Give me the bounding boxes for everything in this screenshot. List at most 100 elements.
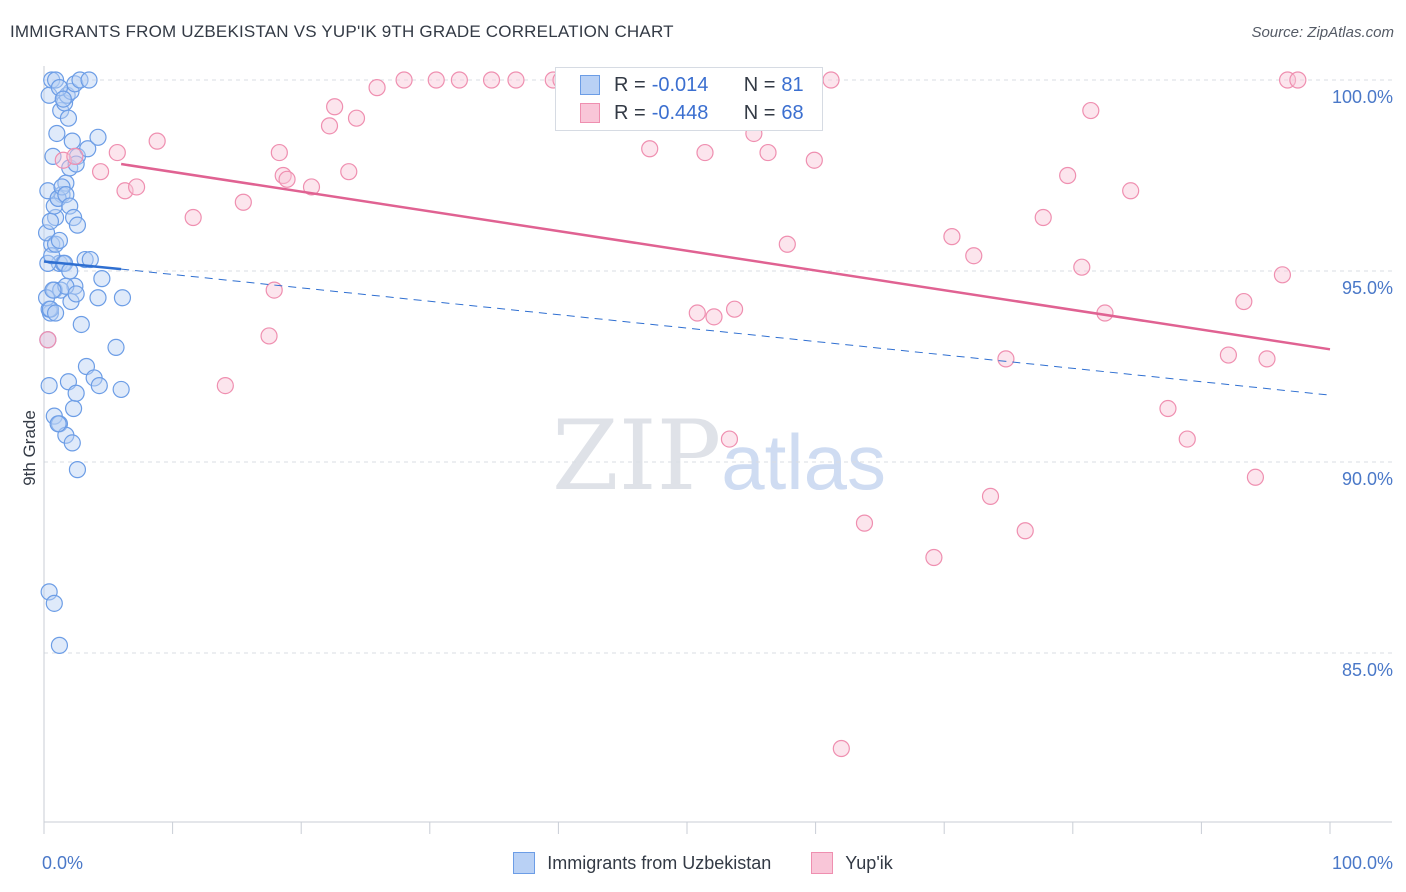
y-tick-label: 95.0% xyxy=(1342,278,1393,298)
uzbekistan-point xyxy=(107,338,125,356)
series-uzbekistan-points xyxy=(37,71,132,654)
r-value: -0.448 xyxy=(651,101,709,124)
yupik-point xyxy=(832,739,850,758)
axes xyxy=(43,66,1392,834)
yupik-point xyxy=(1159,399,1177,418)
r-value: -0.014 xyxy=(651,73,709,96)
yupik-point xyxy=(108,143,126,162)
uzbekistan-point xyxy=(89,289,107,307)
uzbekistan-point xyxy=(80,71,98,89)
yupik-point xyxy=(347,109,366,127)
yupik-point xyxy=(705,308,723,326)
r-label: R = xyxy=(614,73,646,96)
uzbekistan-point xyxy=(79,140,97,158)
uzbekistan-point xyxy=(93,270,111,288)
yupik-point xyxy=(981,487,1000,505)
uzbekistan-point xyxy=(59,109,78,127)
yupik-point xyxy=(270,143,288,162)
uzbekistan-point xyxy=(41,212,60,230)
y-tick-label: 90.0% xyxy=(1342,469,1393,489)
legend-swatch-blue xyxy=(513,852,536,874)
legend-swatch-pink xyxy=(811,852,834,874)
legend-item-yupik[interactable]: Yup'ik xyxy=(811,852,893,874)
uzbekistan-point xyxy=(63,434,81,452)
yupik-point xyxy=(943,228,961,246)
uzbekistan-point xyxy=(68,461,87,479)
yupik-point xyxy=(450,71,468,89)
yupik-point xyxy=(482,71,501,89)
yupik-point xyxy=(1289,71,1307,89)
yupik-point xyxy=(688,304,706,322)
yupik-trend-line xyxy=(120,162,1331,351)
yupik-point xyxy=(1082,101,1100,120)
y-tick-label: 85.0% xyxy=(1342,660,1393,680)
uzbekistan-point xyxy=(48,124,66,143)
uzbekistan-point xyxy=(64,399,83,418)
uzbekistan-point xyxy=(67,285,85,303)
grid-lines xyxy=(44,79,1392,654)
yupik-point xyxy=(507,71,525,89)
uzbekistan-point xyxy=(63,132,81,150)
uzbekistan-point xyxy=(68,216,87,234)
trend-lines xyxy=(43,162,1331,396)
yupik-point xyxy=(91,163,110,181)
uzbekistan-point xyxy=(113,289,132,307)
yupik-point xyxy=(234,193,252,211)
yupik-point xyxy=(1059,166,1077,185)
source-label: Source: ZipAtlas.com xyxy=(1251,24,1394,41)
tick-labels: 100.0% 95.0% 90.0% 85.0% 0.0% 100.0% xyxy=(42,87,1393,873)
watermark-zip: ZIP xyxy=(552,400,722,512)
uzbekistan-point xyxy=(89,128,107,146)
stats-legend: R = -0.014 N = 81 R = -0.448 N = 68 xyxy=(555,67,823,131)
yupik-point xyxy=(216,377,234,395)
yupik-point xyxy=(320,117,339,135)
yupik-point xyxy=(326,98,344,116)
yupik-point xyxy=(1235,292,1253,311)
yupik-point xyxy=(368,79,386,97)
legend-item-uzbekistan[interactable]: Immigrants from Uzbekistan xyxy=(513,852,771,874)
yupik-point xyxy=(260,327,278,345)
series-legend: Immigrants from Uzbekistan Yup'ik xyxy=(0,852,1406,874)
uzbekistan-point xyxy=(81,250,99,269)
yupik-point xyxy=(1219,346,1238,364)
yupik-point xyxy=(1258,350,1276,368)
legend-swatch-pink xyxy=(580,103,600,123)
yupik-point xyxy=(778,235,796,253)
yupik-point xyxy=(148,132,166,150)
x-tick-label: 0.0% xyxy=(42,853,83,873)
yupik-point xyxy=(184,208,202,227)
legend-label: Yup'ik xyxy=(845,852,893,873)
yupik-point xyxy=(39,331,57,349)
yupik-point xyxy=(822,71,840,89)
stats-legend-row-uzbekistan: R = -0.014 N = 81 xyxy=(556,72,804,98)
uzbekistan-point xyxy=(44,147,62,165)
watermark: ZIPatlas xyxy=(552,400,886,512)
yupik-point xyxy=(265,281,283,299)
series-yupik-points xyxy=(39,71,1307,758)
stats-legend-row-yupik: R = -0.448 N = 68 xyxy=(556,100,804,126)
yupik-point xyxy=(925,548,943,567)
yupik-point xyxy=(759,143,777,162)
yupik-point xyxy=(855,514,874,532)
x-tick-label: 100.0% xyxy=(1332,853,1393,873)
yupik-point xyxy=(997,350,1015,368)
yupik-point xyxy=(302,178,321,196)
uzbekistan-point xyxy=(112,380,130,399)
uzbekistan-point xyxy=(46,304,65,322)
uzbekistan-point xyxy=(54,90,72,108)
uzbekistan-point xyxy=(49,415,67,433)
yupik-point xyxy=(278,170,296,188)
yupik-point xyxy=(641,140,659,158)
y-axis-title: 9th Grade xyxy=(20,410,39,486)
uzbekistan-point xyxy=(90,377,108,395)
yupik-point xyxy=(805,151,823,169)
yupik-point xyxy=(1246,468,1265,486)
yupik-point xyxy=(1073,258,1091,276)
uzbekistan-point xyxy=(72,315,90,334)
yupik-point xyxy=(1178,430,1196,448)
n-label: N = xyxy=(743,73,776,96)
uzbekistan-point xyxy=(45,594,63,612)
uzbekistan-point xyxy=(44,281,62,299)
uzbekistan-point xyxy=(50,636,69,654)
yupik-point xyxy=(127,178,146,196)
